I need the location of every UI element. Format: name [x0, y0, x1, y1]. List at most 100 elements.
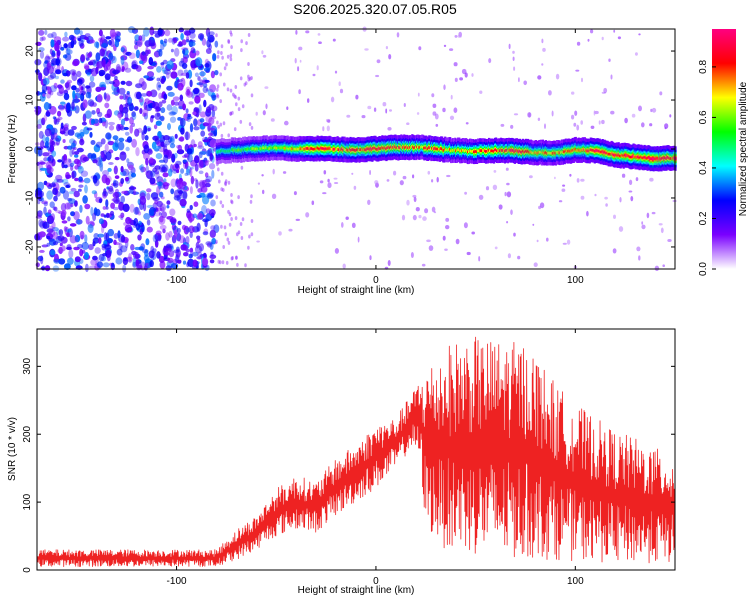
noise-blob — [199, 79, 204, 88]
noise-blob — [120, 47, 125, 53]
x-tick-label: -100 — [167, 275, 187, 286]
noise-blob — [82, 156, 90, 162]
noise-blob — [188, 41, 196, 47]
noise-blob — [546, 237, 549, 242]
noise-blob — [457, 34, 462, 38]
noise-blob — [44, 128, 52, 137]
noise-blob — [185, 235, 190, 245]
noise-blob — [141, 224, 145, 233]
noise-blob — [174, 47, 180, 57]
noise-blob — [91, 110, 96, 115]
noise-blob — [230, 200, 234, 205]
noise-blob — [120, 178, 125, 184]
noise-blob — [282, 171, 287, 174]
noise-blob — [198, 170, 204, 175]
noise-blob — [192, 111, 197, 116]
noise-blob — [78, 39, 84, 47]
noise-blob — [431, 206, 436, 213]
noise-blob — [229, 30, 232, 35]
noise-blob — [100, 138, 106, 145]
noise-blob — [418, 46, 422, 51]
noise-blob — [70, 39, 75, 49]
noise-blob — [298, 89, 301, 95]
noise-blob — [34, 59, 42, 66]
noise-blob — [50, 72, 56, 79]
noise-blob — [96, 94, 103, 103]
noise-blob — [504, 191, 507, 197]
noise-blob — [120, 80, 126, 85]
noise-blob — [103, 92, 107, 100]
noise-blob — [84, 33, 91, 38]
y-tick-label: 0 — [25, 146, 36, 152]
noise-blob — [187, 258, 195, 268]
noise-blob — [518, 77, 520, 83]
noise-blob — [158, 92, 163, 100]
noise-blob — [152, 196, 160, 202]
noise-blob — [172, 168, 178, 174]
noise-blob — [601, 119, 605, 125]
noise-blob — [46, 164, 52, 174]
noise-blob — [113, 199, 121, 204]
noise-blob — [248, 234, 251, 239]
noise-blob — [537, 117, 541, 122]
noise-blob — [116, 248, 123, 256]
noise-blob — [316, 65, 319, 71]
noise-blob — [428, 245, 434, 251]
noise-blob — [187, 113, 192, 118]
noise-blob — [95, 157, 102, 167]
noise-blob — [492, 184, 498, 190]
noise-blob — [326, 125, 330, 132]
noise-blob — [108, 125, 115, 131]
noise-blob — [243, 82, 247, 87]
noise-blob — [183, 185, 188, 191]
noise-blob — [134, 91, 141, 100]
noise-blob — [160, 141, 165, 147]
noise-blob — [128, 186, 137, 191]
noise-blob — [67, 129, 75, 136]
noise-blob — [170, 48, 174, 53]
noise-blob — [158, 84, 162, 88]
noise-blob — [157, 27, 163, 36]
noise-blob — [192, 213, 198, 219]
noise-blob — [124, 67, 132, 73]
noise-blob — [146, 188, 152, 193]
noise-blob — [61, 209, 67, 217]
noise-blob — [40, 140, 45, 149]
noise-blob — [89, 39, 95, 44]
noise-blob — [247, 77, 251, 82]
noise-blob — [576, 41, 581, 46]
noise-blob — [97, 111, 103, 118]
noise-blob — [367, 105, 372, 110]
noise-blob — [143, 75, 150, 79]
noise-blob — [156, 66, 162, 73]
noise-blob — [339, 88, 344, 94]
noise-blob — [85, 57, 90, 61]
noise-blob — [566, 239, 571, 245]
noise-blob — [76, 70, 82, 78]
noise-blob — [58, 229, 64, 236]
noise-blob — [46, 215, 55, 225]
spectrogram-signal-track — [215, 134, 677, 172]
noise-blob — [105, 151, 112, 161]
noise-blob — [65, 174, 72, 179]
spectrogram-x-axis-title: Height of straight line (km) — [298, 285, 415, 296]
noise-blob — [81, 241, 89, 250]
noise-blob — [129, 203, 135, 213]
noise-blob — [166, 247, 172, 252]
noise-blob — [43, 77, 50, 85]
noise-blob — [51, 150, 57, 157]
noise-blob — [227, 180, 231, 185]
noise-blob — [541, 38, 544, 44]
noise-blob — [173, 249, 180, 254]
noise-blob — [177, 69, 184, 77]
noise-blob — [367, 199, 371, 205]
noise-blob — [145, 171, 149, 176]
noise-blob — [63, 93, 70, 101]
noise-blob — [164, 181, 168, 186]
noise-blob — [612, 248, 617, 254]
noise-blob — [220, 187, 223, 192]
noise-blob — [223, 82, 226, 87]
noise-blob — [170, 188, 175, 195]
noise-blob — [248, 122, 252, 127]
